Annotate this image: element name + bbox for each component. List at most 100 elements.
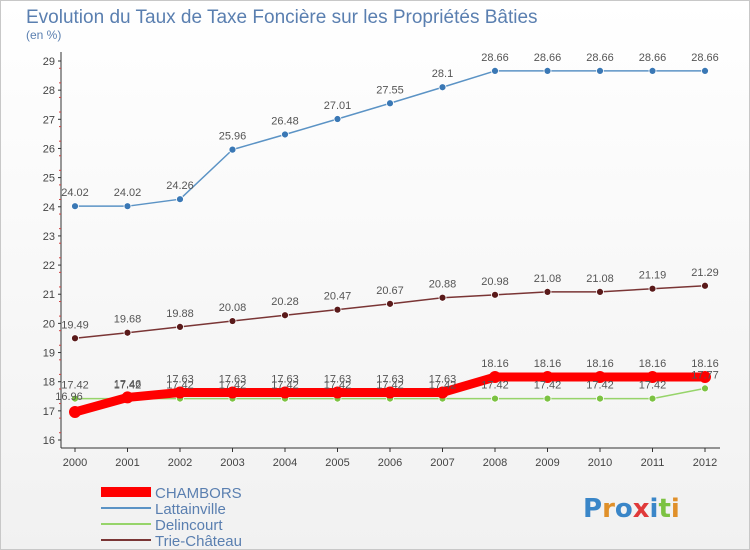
data-point-chambors [594,371,606,384]
data-point-lattainville [596,67,604,75]
legend-swatch-lattainville [101,507,151,509]
data-point-lattainville [386,99,394,108]
data-point-delincourt [543,394,552,403]
data-label-lattainville: 27.55 [376,84,404,96]
data-label-lattainville: 24.02 [61,187,89,199]
data-label-lattainville: 28.66 [691,52,719,64]
data-point-trie-ch-teau [701,281,709,290]
data-point-chambors [384,386,396,399]
legend-label-trie-ch-teau: Trie-Château [155,533,242,550]
legend-swatch-trie-ch-teau [101,539,151,541]
data-point-trie-ch-teau [281,311,289,320]
data-point-chambors [541,371,554,384]
data-point-lattainville [228,145,237,154]
data-point-chambors [121,391,134,404]
y-tick-label: 17 [43,406,55,418]
y-tick-label: 27 [43,114,55,126]
legend-swatch-chambors [101,487,151,497]
y-tick-label: 26 [43,143,55,155]
data-point-lattainville [491,67,499,75]
data-point-chambors [174,386,186,399]
data-point-trie-ch-teau [333,305,342,314]
data-point-lattainville [176,195,184,204]
data-point-trie-ch-teau [491,290,499,299]
data-label-chambors: 17.63 [271,373,299,385]
data-point-trie-ch-teau [228,317,237,325]
x-tick-label: 2008 [483,457,507,469]
data-label-lattainville: 28.66 [534,52,562,64]
data-label-delincourt: 17.77 [691,369,719,381]
data-label-chambors: 17.63 [324,373,352,385]
data-label-trie-ch-teau: 21.29 [691,267,719,279]
data-point-chambors [489,371,501,384]
x-tick-label: 2012 [693,457,717,469]
data-label-trie-ch-teau: 20.08 [219,302,247,314]
data-label-chambors: 18.16 [586,358,614,370]
data-label-lattainville: 25.96 [219,131,247,143]
data-label-trie-ch-teau: 20.28 [271,296,299,308]
chart-subtitle: (en %) [26,28,61,42]
data-point-delincourt [701,384,709,393]
data-label-delincourt: 17.42 [114,380,142,392]
data-label-lattainville: 28.66 [639,52,667,64]
data-label-lattainville: 28.66 [586,52,614,64]
data-label-delincourt: 17.42 [219,380,247,392]
x-tick-label: 2006 [378,457,402,469]
data-label-lattainville: 24.26 [166,180,194,192]
y-tick-label: 24 [43,202,55,214]
data-point-lattainville [123,202,132,211]
data-point-chambors [646,371,659,384]
data-label-delincourt: 17.42 [324,380,352,392]
data-label-delincourt: 17.42 [61,380,89,392]
data-point-chambors [226,386,239,399]
data-label-chambors: 18.16 [481,358,509,370]
data-label-delincourt: 17.42 [271,380,299,392]
data-point-lattainville [543,67,552,75]
data-label-chambors: 18.16 [691,358,719,370]
data-point-delincourt [596,394,604,403]
y-tick-label: 19 [43,348,55,360]
legend-swatch-delincourt [101,523,151,525]
chart-title: Evolution du Taux de Taxe Foncière sur l… [26,7,538,28]
data-point-trie-ch-teau [596,287,604,296]
data-point-lattainville [701,67,709,75]
x-tick-label: 2000 [63,457,87,469]
data-label-trie-ch-teau: 20.67 [376,285,404,297]
y-tick-label: 29 [43,56,55,68]
x-tick-label: 2011 [641,457,665,469]
proxiti-logo: Proxiti [583,494,680,524]
data-point-lattainville [438,83,447,92]
x-tick-label: 2010 [588,457,612,469]
data-point-trie-ch-teau [648,284,657,293]
data-label-trie-ch-teau: 21.08 [534,273,562,285]
data-point-trie-ch-teau [438,293,447,302]
data-label-delincourt: 17.42 [376,380,404,392]
data-point-chambors [699,371,711,384]
data-label-chambors: 18.16 [639,358,667,370]
data-label-lattainville: 28.1 [432,68,453,80]
y-tick-label: 22 [43,260,55,272]
y-tick-label: 25 [43,173,55,185]
y-tick-label: 23 [43,231,55,243]
data-label-delincourt: 17.42 [166,380,194,392]
data-label-trie-ch-teau: 20.88 [429,279,457,291]
data-label-delincourt: 17.42 [429,380,457,392]
x-tick-label: 2009 [535,457,559,469]
data-label-trie-ch-teau: 21.19 [639,270,667,282]
data-point-lattainville [281,130,289,139]
data-label-lattainville: 24.02 [114,187,142,199]
data-point-trie-ch-teau [71,334,79,343]
data-point-trie-ch-teau [123,328,132,337]
data-point-chambors [69,406,81,419]
data-label-chambors: 17.46 [114,378,142,390]
data-point-delincourt [648,394,657,403]
x-tick-label: 2003 [220,457,244,469]
x-tick-label: 2004 [273,457,297,469]
data-label-trie-ch-teau: 19.68 [114,314,142,326]
data-label-delincourt: 17.42 [586,380,614,392]
data-label-chambors: 16.96 [55,391,83,403]
y-tick-label: 18 [43,377,55,389]
data-point-delincourt [71,394,79,403]
